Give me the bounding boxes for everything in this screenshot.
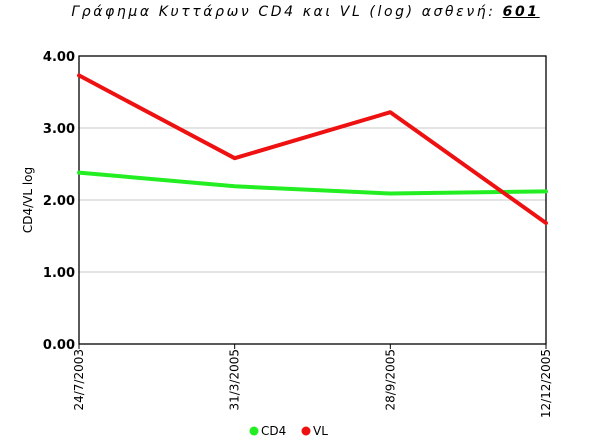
chart-title: Γράφημα Κυττάρων CD4 και VL (log) ασθενή…	[0, 4, 611, 20]
y-axis-label: CD4/VL log	[21, 167, 35, 233]
y-tick-label: 2.00	[43, 194, 75, 209]
y-tick-label: 0.00	[43, 338, 75, 353]
legend: CD4 VL	[249, 424, 328, 438]
patient-id: 601	[502, 4, 540, 20]
x-tick-label: 31/3/2005	[228, 349, 242, 411]
x-tick-label: 24/7/2003	[72, 349, 86, 411]
y-tick-label: 1.00	[43, 266, 75, 281]
x-axis: 24/7/2003 31/3/2005 28/9/2005 12/12/2005	[72, 344, 553, 418]
x-tick-label: 12/12/2005	[539, 349, 553, 418]
legend-marker-vl	[301, 426, 311, 436]
grid-lines	[79, 127, 546, 273]
legend-label-vl: VL	[313, 424, 328, 438]
y-axis: 0.00 1.00 2.00 3.00 4.00	[43, 50, 75, 353]
series-line-vl	[77, 73, 548, 225]
plot-frame	[78, 55, 547, 345]
y-tick-label: 3.00	[43, 122, 75, 137]
x-tick-label: 28/9/2005	[383, 349, 397, 411]
legend-marker-cd4	[249, 426, 259, 436]
series-line-cd4	[77, 170, 548, 196]
legend-label-cd4: CD4	[261, 424, 286, 438]
series-lines	[77, 73, 548, 225]
y-tick-label: 4.00	[43, 50, 75, 65]
chart-title-prefix: Γράφημα Κυττάρων CD4 και VL (log) ασθενή…	[71, 4, 496, 20]
